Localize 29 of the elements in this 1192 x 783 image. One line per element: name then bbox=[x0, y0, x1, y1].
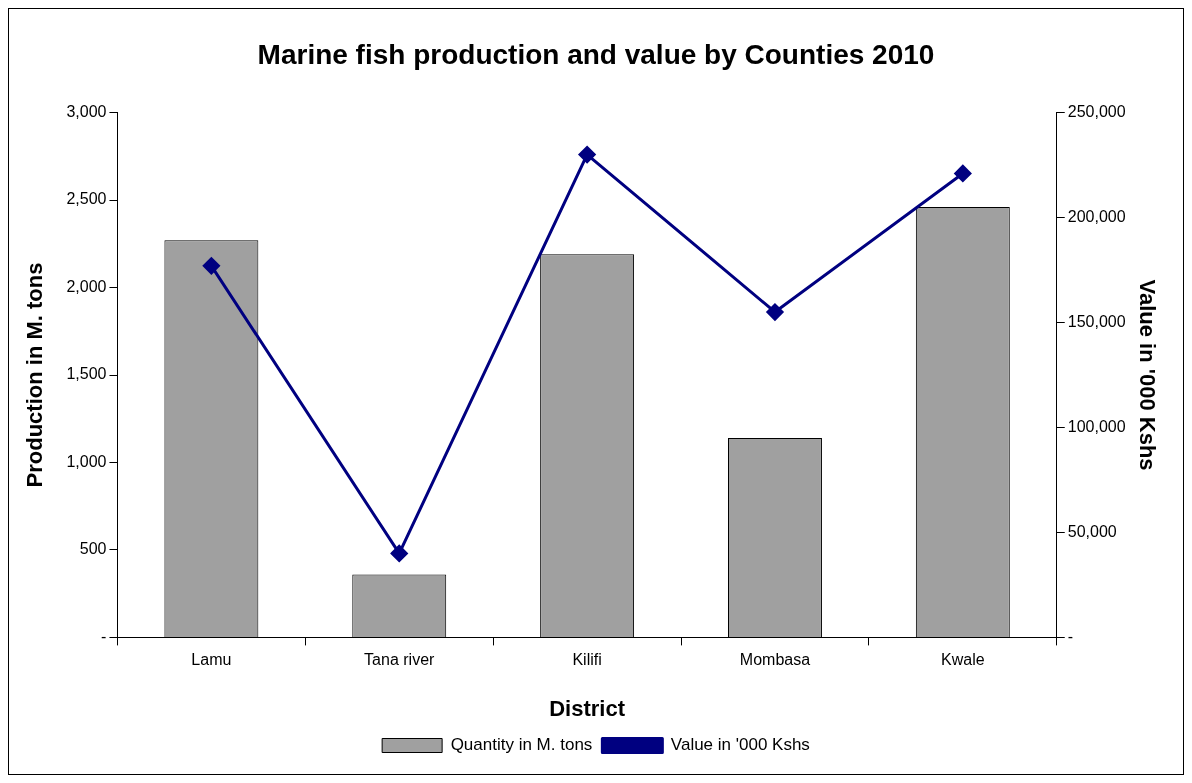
y2-tick-label: 200,000 bbox=[1067, 207, 1126, 225]
point bbox=[578, 146, 596, 164]
chart-title: Marine fish production and value by Counties 2010 bbox=[257, 38, 935, 70]
y2-axis-title: Value in '000 Kshs bbox=[1134, 279, 1160, 471]
y2-tick-label: 100,000 bbox=[1067, 417, 1126, 435]
point bbox=[954, 164, 972, 182]
y-tick-label: 500 bbox=[79, 540, 107, 558]
y-tick-label: 2,500 bbox=[66, 190, 107, 208]
y-tick-label: 1,500 bbox=[66, 365, 107, 383]
y2-tick-label: 50,000 bbox=[1067, 522, 1117, 540]
x-tick-label: Tana river bbox=[364, 651, 436, 669]
x-tick-label: Lamu bbox=[191, 651, 232, 669]
legend-label: Value in '000 Kshs bbox=[670, 735, 810, 755]
point bbox=[766, 303, 784, 321]
x-tick-label: Kilifi bbox=[572, 651, 602, 669]
x-tick-label: Kwale bbox=[941, 651, 985, 669]
y2-tick-label: - bbox=[1067, 627, 1074, 645]
y-tick-label: 1,000 bbox=[66, 452, 107, 470]
y2-tick-label: 250,000 bbox=[1067, 103, 1126, 121]
point bbox=[202, 257, 220, 275]
y-tick-label: 2,000 bbox=[66, 277, 107, 295]
y-axis-title: Production in M. tons bbox=[22, 262, 48, 488]
legend-label: Quantity in M. tons bbox=[450, 735, 593, 755]
y2-tick-label: 150,000 bbox=[1067, 312, 1126, 330]
y-tick-label: 3,000 bbox=[66, 103, 107, 121]
x-tick-label: Mombasa bbox=[739, 651, 811, 669]
y-tick-label: - bbox=[101, 627, 107, 645]
x-axis-title: District bbox=[549, 695, 626, 721]
point bbox=[390, 544, 408, 562]
